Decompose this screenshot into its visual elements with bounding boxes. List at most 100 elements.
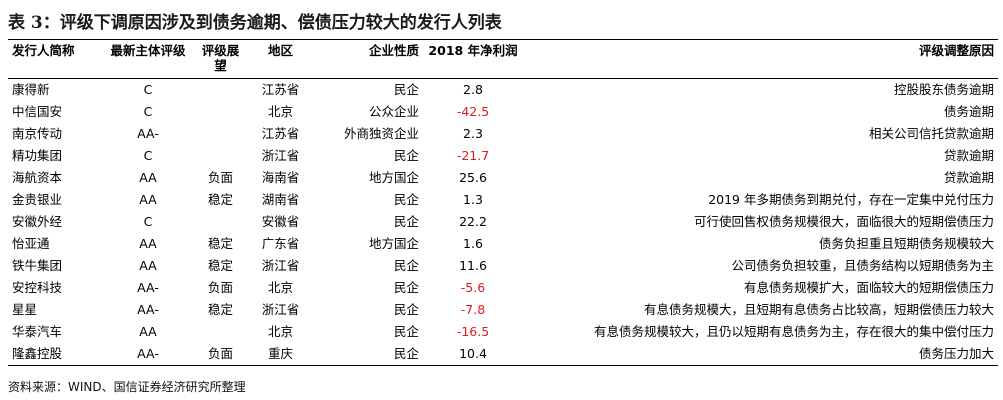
cell-issuer: 安徽外经 [12,214,63,229]
cell-issuer: 隆鑫控股 [12,346,63,361]
cell-nature: 民企 [393,280,419,295]
cell-outlook [193,211,248,233]
cell-issuer: 怡亚通 [12,236,50,251]
cell-region: 湖南省 [261,192,300,207]
table-row: 精功集团 C 浙江省 民企 -21.7 贷款逾期 [8,145,998,167]
cell-outlook: 稳定 [207,258,233,273]
cell-outlook: 稳定 [207,192,233,207]
cell-rating: C [143,82,153,97]
table-row: 怡亚通 AA 稳定 广东省 地方国企 1.6 债务负担重且短期债务规模较大 [8,233,998,255]
cell-nature: 民企 [393,324,419,339]
table-row: 康得新 C 江苏省 民企 2.8 控股股东债务逾期 [8,79,998,102]
cell-outlook [193,321,248,343]
col-header-region: 地区 [267,43,293,58]
source-note: 资料来源：WIND、国信证券经济研究所整理 [8,380,246,394]
cell-net-profit: 2.8 [463,82,483,97]
cell-reason: 债务压力加大 [918,346,994,361]
cell-net-profit: 2.3 [463,126,483,141]
cell-region: 广东省 [261,236,300,251]
cell-nature: 地方国企 [368,170,419,185]
table-row: 南京传动 AA- 江苏省 外商独资企业 2.3 相关公司信托贷款逾期 [8,123,998,145]
cell-rating: AA [139,236,157,251]
cell-nature: 民企 [393,214,419,229]
cell-net-profit: -5.6 [460,280,486,295]
cell-outlook: 负面 [207,346,233,361]
cell-net-profit: 25.6 [459,170,487,185]
cell-issuer: 华泰汽车 [12,324,63,339]
cell-rating: AA- [137,280,159,295]
cell-region: 浙江省 [261,148,300,163]
cell-reason: 有息债务规模较大，且仍以短期有息债务为主，存在很大的集中偿付压力 [593,324,994,339]
cell-rating: C [143,148,153,163]
cell-issuer: 铁牛集团 [12,258,63,273]
header-row: 发行人简称 最新主体评级 评级展望 地区 企业性质 2018 年净利润 评级调整… [8,39,998,79]
cell-nature: 公众企业 [368,104,419,119]
cell-reason: 有息债务规模大，且短期有息债务占比较高，短期偿债压力较大 [643,302,994,317]
table-title: 表 3：评级下调原因涉及到债务逾期、偿债压力较大的发行人列表 [8,13,502,33]
cell-issuer: 金贵银业 [12,192,63,207]
cell-rating: C [143,214,153,229]
cell-reason: 可行使回售权债务规模很大，面临很大的短期偿债压力 [693,214,994,229]
col-header-issuer: 发行人简称 [12,43,75,58]
cell-net-profit: 10.4 [459,346,487,361]
cell-reason: 贷款逾期 [943,148,994,163]
cell-rating: C [143,104,153,119]
cell-reason: 债务逾期 [943,104,994,119]
cell-rating: AA [139,192,157,207]
cell-issuer: 安控科技 [12,280,63,295]
cell-rating: AA [139,258,157,273]
cell-nature: 民企 [393,82,419,97]
cell-issuer: 中信国安 [12,104,63,119]
cell-rating: AA [139,324,157,339]
cell-issuer: 星星 [12,302,38,317]
cell-issuer: 康得新 [12,82,50,97]
table-row: 中信国安 C 北京 公众企业 -42.5 债务逾期 [8,101,998,123]
cell-outlook: 稳定 [207,236,233,251]
cell-outlook: 负面 [207,280,233,295]
cell-net-profit: -42.5 [456,104,490,119]
table-row: 金贵银业 AA 稳定 湖南省 民企 1.3 2019 年多期债务到期兑付，存在一定集中兑付压… [8,189,998,211]
cell-rating: AA- [137,126,159,141]
cell-net-profit: 1.3 [463,192,483,207]
cell-outlook [193,123,248,145]
col-header-reason: 评级调整原因 [918,43,994,58]
cell-nature: 地方国企 [368,236,419,251]
cell-net-profit: -16.5 [456,324,490,339]
table-row: 华泰汽车 AA 北京 民企 -16.5 有息债务规模较大，且仍以短期有息债务为主，存在很大… [8,321,998,343]
cell-net-profit: -7.8 [460,302,486,317]
cell-nature: 外商独资企业 [343,126,419,141]
cell-region: 浙江省 [261,302,300,317]
cell-net-profit: -21.7 [456,148,490,163]
cell-nature: 民企 [393,302,419,317]
cell-reason: 相关公司信托贷款逾期 [868,126,994,141]
cell-issuer: 精功集团 [12,148,63,163]
cell-net-profit: 22.2 [459,214,487,229]
cell-region: 海南省 [261,170,300,185]
cell-region: 北京 [267,324,293,339]
cell-reason: 贷款逾期 [943,170,994,185]
col-header-net-profit: 2018 年净利润 [428,43,518,58]
cell-nature: 民企 [393,192,419,207]
table-row: 海航资本 AA 负面 海南省 地方国企 25.6 贷款逾期 [8,167,998,189]
issuer-table: 发行人简称 最新主体评级 评级展望 地区 企业性质 2018 年净利润 评级调整… [8,39,998,366]
table-row: 安控科技 AA- 负面 北京 民企 -5.6 有息债务规模扩大，面临较大的短期偿债压力 [8,277,998,299]
cell-rating: AA- [137,346,159,361]
cell-region: 北京 [267,104,293,119]
cell-region: 江苏省 [261,126,300,141]
cell-outlook: 负面 [207,170,233,185]
table-row: 铁牛集团 AA 稳定 浙江省 民企 11.6 公司债务负担较重，且债务结构以短期债务为主 [8,255,998,277]
table-row: 星星 AA- 稳定 浙江省 民企 -7.8 有息债务规模大，且短期有息债务占比较高，短期偿债… [8,299,998,321]
cell-issuer: 南京传动 [12,126,63,141]
cell-region: 北京 [267,280,293,295]
cell-outlook: 稳定 [207,302,233,317]
cell-nature: 民企 [393,148,419,163]
cell-nature: 民企 [393,258,419,273]
cell-reason: 公司债务负担较重，且债务结构以短期债务为主 [731,258,994,273]
cell-region: 江苏省 [261,82,300,97]
cell-rating: AA- [137,302,159,317]
cell-reason: 有息债务规模扩大，面临较大的短期偿债压力 [743,280,994,295]
cell-reason: 2019 年多期债务到期兑付，存在一定集中兑付压力 [708,192,994,207]
cell-reason: 控股股东债务逾期 [893,82,994,97]
cell-region: 重庆 [267,346,293,361]
